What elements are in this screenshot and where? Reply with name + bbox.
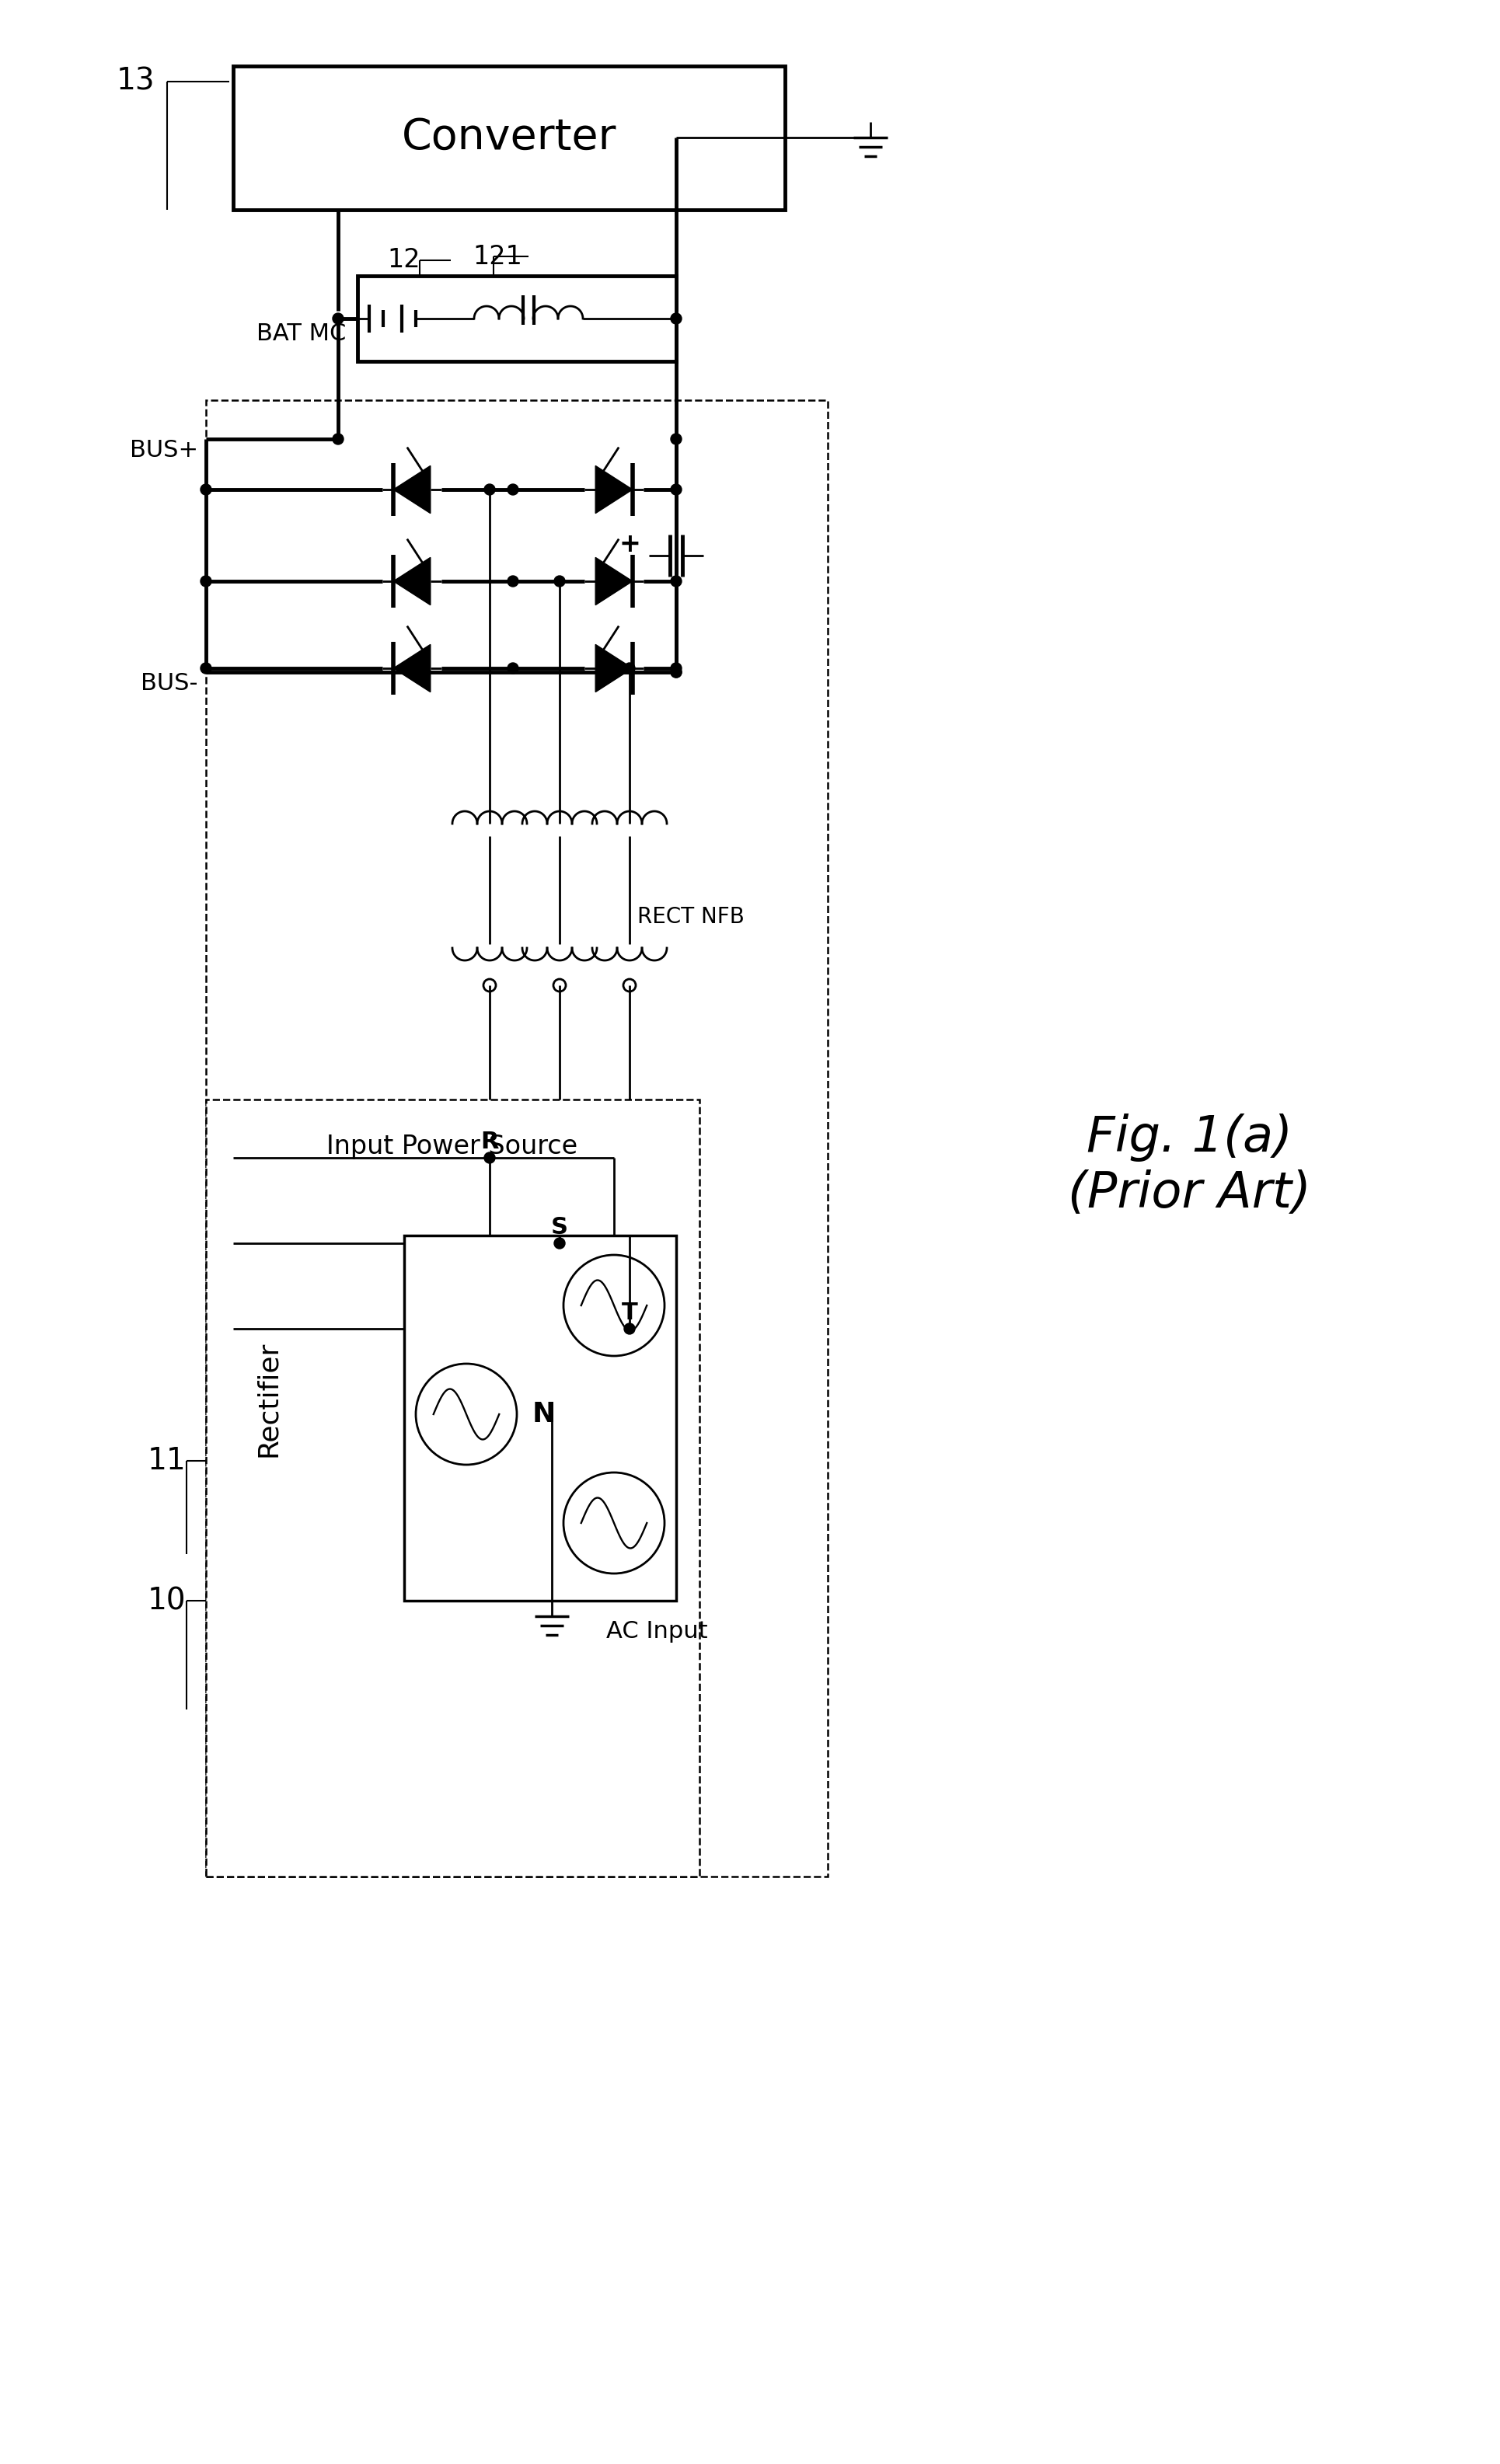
Circle shape [670,313,681,325]
Circle shape [670,668,681,678]
Text: 10: 10 [148,1587,186,1616]
Circle shape [333,313,343,325]
Text: 121: 121 [472,244,522,269]
Text: BAT MC: BAT MC [256,323,346,345]
Circle shape [670,434,681,444]
Text: 13: 13 [117,67,156,96]
Polygon shape [393,646,430,692]
Circle shape [201,663,211,673]
Circle shape [484,483,495,495]
Text: 11: 11 [148,1446,186,1476]
Circle shape [201,483,211,495]
Circle shape [333,434,343,444]
Text: BUS-: BUS- [141,673,198,695]
Text: Rectifier: Rectifier [255,1340,282,1456]
Text: RECT NFB: RECT NFB [638,907,744,929]
Polygon shape [596,646,633,692]
Circle shape [507,483,519,495]
Text: Converter: Converter [402,116,616,158]
Polygon shape [393,466,430,513]
Text: 12: 12 [387,246,420,274]
Text: R: R [480,1131,500,1153]
Circle shape [554,577,566,586]
Text: T: T [621,1301,638,1326]
Bar [357,276,676,362]
Circle shape [201,577,211,586]
Text: S: S [550,1217,568,1239]
Circle shape [624,1323,634,1333]
Text: Input Power Source: Input Power Source [327,1133,578,1158]
Bar [206,1099,699,1878]
Circle shape [484,1153,495,1163]
Text: BUS+: BUS+ [129,439,198,461]
Circle shape [624,663,634,673]
Circle shape [670,483,681,495]
Circle shape [554,1237,566,1249]
Circle shape [507,663,519,673]
Polygon shape [393,557,430,606]
Polygon shape [596,466,633,513]
Circle shape [670,663,681,673]
Circle shape [670,577,681,586]
Bar [206,399,828,1878]
Text: +: + [618,532,640,557]
Text: N: N [532,1402,556,1427]
Circle shape [507,577,519,586]
Bar [404,1234,676,1602]
Polygon shape [596,557,633,606]
Text: AC Input: AC Input [606,1621,708,1643]
Circle shape [670,668,681,678]
Text: Fig. 1(a)
(Prior Art): Fig. 1(a) (Prior Art) [1068,1114,1311,1217]
Bar [232,67,784,209]
